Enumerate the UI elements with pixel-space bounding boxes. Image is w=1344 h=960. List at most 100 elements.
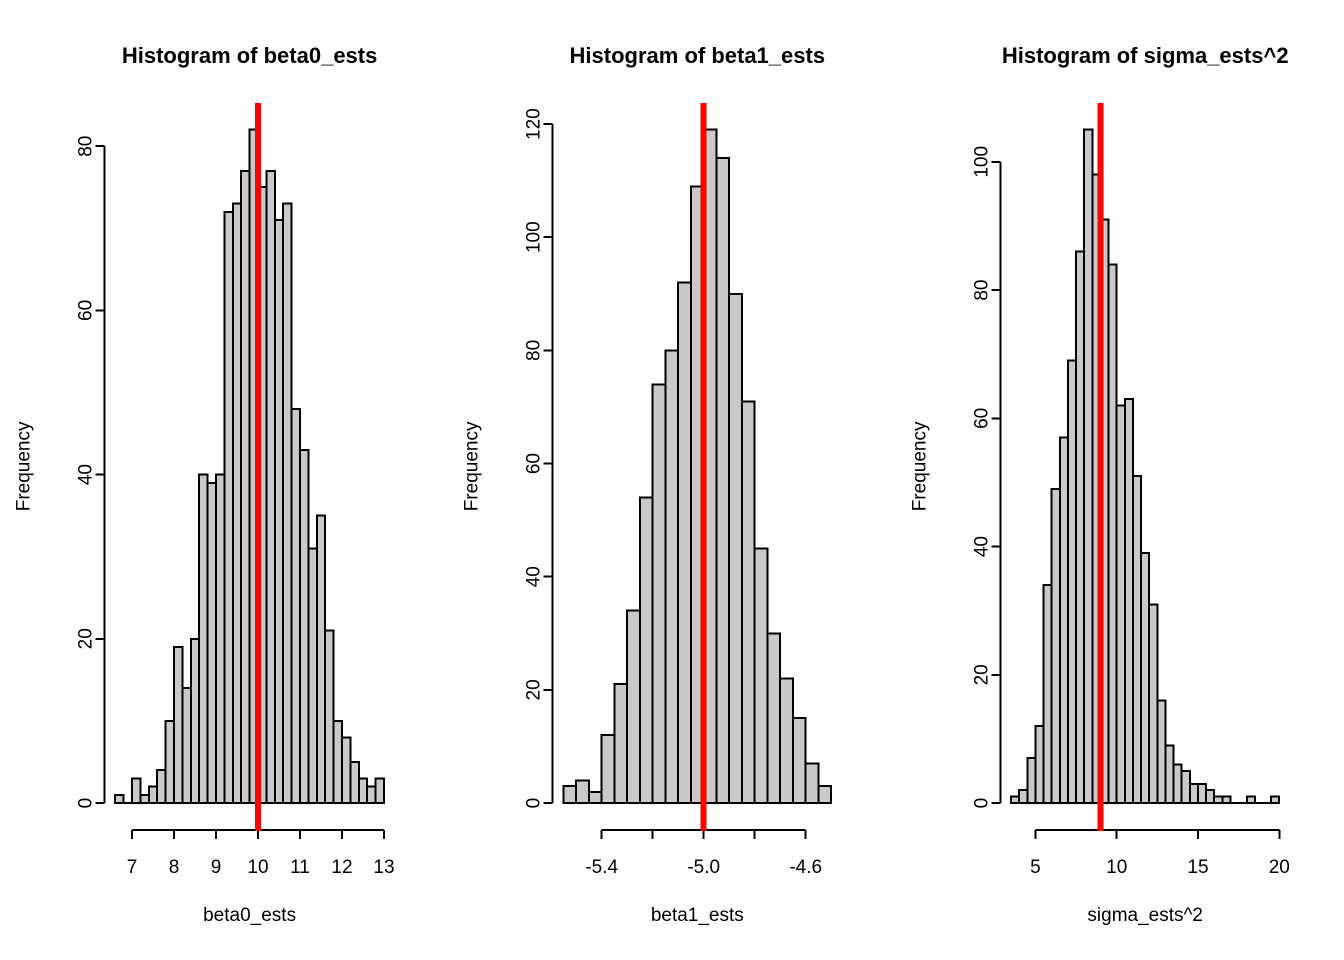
y-tick-label: 20 bbox=[524, 679, 545, 700]
histogram-bars bbox=[114, 128, 386, 805]
histogram-bar bbox=[1066, 359, 1078, 805]
y-tick-label: 0 bbox=[75, 798, 96, 809]
histogram-bar bbox=[613, 683, 629, 805]
histogram-bar bbox=[357, 777, 369, 805]
y-tick-label: 80 bbox=[75, 136, 96, 157]
histogram-bar bbox=[223, 210, 234, 805]
histogram-bar bbox=[173, 646, 184, 805]
histogram-bars bbox=[562, 128, 833, 805]
histogram-bar bbox=[664, 349, 680, 805]
y-axis bbox=[543, 123, 554, 805]
histogram-bar bbox=[766, 632, 782, 804]
histogram-bar bbox=[349, 761, 360, 805]
histogram-bar bbox=[728, 292, 744, 804]
histogram-bar bbox=[273, 219, 285, 805]
histogram-bar bbox=[1107, 263, 1118, 805]
histogram-bar bbox=[575, 779, 591, 805]
histogram-bar bbox=[315, 514, 327, 805]
histogram-panel-beta1_ests: -5.4 -5.0 -4.6 0 20 40 60 80 100 120 Histogram of … bbox=[462, 43, 833, 926]
histogram-bar bbox=[1213, 795, 1224, 805]
histogram-bar bbox=[817, 785, 833, 805]
histogram-bar bbox=[1245, 795, 1256, 805]
histogram-bars bbox=[1010, 128, 1281, 805]
x-axis bbox=[131, 829, 385, 839]
histogram-bar bbox=[1172, 763, 1183, 805]
histogram-bar bbox=[189, 637, 201, 804]
histogram-panel-beta0_ests: 7 8 9 10 11 12 13 0 20 40 60 80 Histogram of beta0_e… bbox=[13, 43, 394, 926]
histogram-bar bbox=[181, 687, 192, 805]
histogram-bar bbox=[1164, 744, 1175, 805]
x-tick-label: 10 bbox=[247, 857, 268, 878]
x-tick-label: -5.4 bbox=[585, 857, 618, 878]
histogram-bar bbox=[1034, 725, 1045, 805]
histogram-bar bbox=[651, 383, 667, 805]
histogram-bar bbox=[290, 407, 302, 804]
histogram-bar bbox=[740, 400, 756, 804]
y-tick-label: 60 bbox=[971, 408, 992, 429]
x-tick-label: 7 bbox=[127, 857, 138, 878]
histogram-bar bbox=[282, 202, 293, 805]
x-axis bbox=[600, 829, 807, 839]
x-tick-label: 12 bbox=[331, 857, 352, 878]
y-axis-label: Frequency bbox=[13, 421, 34, 511]
histogram-bar bbox=[1026, 757, 1037, 805]
y-tick-label: 60 bbox=[524, 453, 545, 474]
y-tick-label: 0 bbox=[524, 798, 545, 809]
histogram-bar bbox=[332, 720, 344, 805]
histogram-bar bbox=[677, 281, 693, 805]
x-tick-label: 11 bbox=[290, 857, 310, 878]
histogram-bar bbox=[1083, 128, 1094, 804]
x-axis-label: beta1_ests bbox=[651, 905, 744, 926]
histogram-bar bbox=[156, 769, 167, 805]
histogram-bar bbox=[131, 777, 142, 805]
histogram-bar bbox=[114, 793, 125, 805]
histogram-bar bbox=[147, 785, 159, 804]
histogram-bar bbox=[341, 736, 352, 805]
histogram-bar bbox=[715, 157, 731, 804]
histogram-bar bbox=[1180, 770, 1191, 805]
histogram-bar bbox=[753, 547, 769, 805]
y-tick-label: 120 bbox=[524, 108, 545, 140]
histogram-bar bbox=[307, 547, 318, 805]
panel-title: Histogram of sigma_ests^2 bbox=[1002, 43, 1289, 68]
y-tick-label: 80 bbox=[971, 280, 992, 301]
histogram-bar bbox=[1197, 782, 1208, 804]
histogram-bar bbox=[198, 473, 209, 805]
panel-title: Histogram of beta0_ests bbox=[122, 43, 378, 68]
histogram-bar bbox=[1050, 487, 1061, 804]
y-tick-label: 100 bbox=[524, 221, 545, 253]
x-axis-label: sigma_ests^2 bbox=[1087, 905, 1203, 926]
histogram-bar bbox=[791, 717, 807, 805]
histogram-panel-sigma_ests^2: 5 10 15 20 0 20 40 60 80 100 Histogram of sigma_es… bbox=[909, 43, 1290, 926]
histogram-bar bbox=[324, 629, 335, 804]
histogram-bar bbox=[231, 202, 243, 805]
x-tick-label: -5.0 bbox=[687, 857, 720, 878]
histogram-bar bbox=[1148, 603, 1159, 805]
histogram-bar bbox=[779, 677, 795, 805]
histogram-bar bbox=[366, 785, 377, 804]
x-axis-label: beta0_ests bbox=[203, 905, 296, 926]
histogram-bar bbox=[626, 609, 642, 805]
y-tick-label: 20 bbox=[971, 664, 992, 685]
histogram-bar bbox=[1140, 552, 1151, 805]
histogram-bar bbox=[1156, 699, 1167, 805]
y-tick-label: 40 bbox=[75, 464, 96, 485]
x-tick-label: 9 bbox=[211, 857, 222, 878]
histogram-bar bbox=[587, 790, 603, 805]
x-tick-label: 10 bbox=[1106, 857, 1127, 878]
x-tick-label: 8 bbox=[169, 857, 180, 878]
y-axis bbox=[95, 145, 106, 805]
y-tick-label: 0 bbox=[971, 798, 992, 809]
y-tick-label: 40 bbox=[524, 566, 545, 587]
histogram-bar bbox=[1115, 404, 1126, 805]
histogram-bar bbox=[1188, 782, 1200, 804]
histogram-bar bbox=[1270, 795, 1281, 805]
panel-title: Histogram of beta1_ests bbox=[570, 43, 826, 68]
y-tick-label: 20 bbox=[75, 628, 96, 649]
histogram-bar bbox=[240, 169, 251, 805]
histogram-bar bbox=[1132, 475, 1143, 804]
x-tick-label: 15 bbox=[1187, 857, 1208, 878]
y-tick-label: 60 bbox=[75, 300, 96, 321]
